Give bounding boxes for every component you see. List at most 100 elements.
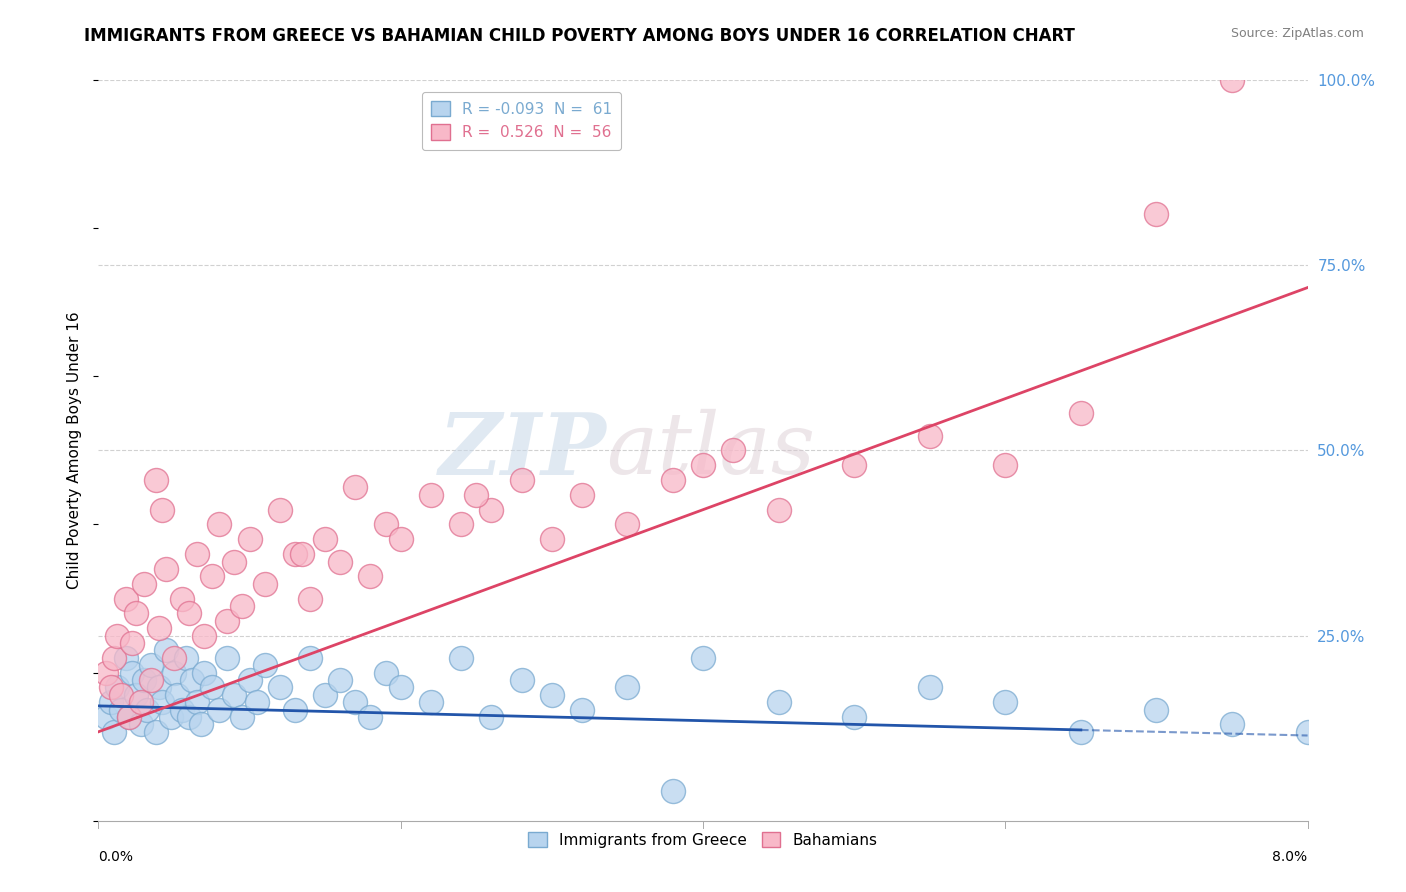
Point: [208, 703, 231, 717]
Point: [121, 636, 143, 650]
Point: [1220, 73, 1243, 87]
Point: [360, 569, 382, 583]
Text: Source: ZipAtlas.com: Source: ZipAtlas.com: [1230, 27, 1364, 40]
Point: [135, 703, 157, 717]
Point: [329, 673, 352, 687]
Point: [723, 443, 745, 458]
Point: [360, 710, 382, 724]
Point: [179, 710, 201, 724]
Point: [844, 458, 866, 473]
Text: ZIP: ZIP: [439, 409, 606, 492]
Point: [571, 703, 593, 717]
Point: [374, 665, 396, 680]
Text: atlas: atlas: [606, 409, 815, 491]
Point: [148, 621, 170, 635]
Point: [661, 473, 683, 487]
Point: [193, 628, 215, 642]
Point: [94, 710, 117, 724]
Point: [510, 473, 533, 487]
Point: [163, 650, 186, 665]
Point: [299, 650, 322, 665]
Point: [160, 710, 183, 724]
Point: [231, 710, 253, 724]
Point: [768, 695, 790, 709]
Point: [481, 710, 503, 724]
Point: [186, 695, 208, 709]
Point: [1070, 724, 1092, 739]
Point: [510, 673, 533, 687]
Point: [844, 710, 866, 724]
Point: [540, 688, 562, 702]
Point: [1146, 206, 1168, 220]
Point: [450, 650, 472, 665]
Point: [450, 517, 472, 532]
Point: [121, 665, 143, 680]
Point: [994, 458, 1017, 473]
Point: [246, 695, 269, 709]
Point: [145, 473, 167, 487]
Point: [110, 703, 132, 717]
Point: [145, 724, 167, 739]
Point: [291, 547, 314, 561]
Point: [231, 599, 253, 613]
Point: [571, 488, 593, 502]
Point: [692, 458, 714, 473]
Point: [918, 428, 941, 442]
Point: [181, 673, 204, 687]
Point: [239, 533, 262, 547]
Point: [540, 533, 562, 547]
Point: [314, 533, 336, 547]
Point: [103, 650, 125, 665]
Point: [150, 695, 173, 709]
Point: [132, 673, 155, 687]
Point: [125, 607, 148, 621]
Point: [329, 555, 352, 569]
Point: [94, 665, 117, 680]
Point: [118, 710, 141, 724]
Point: [215, 614, 238, 628]
Point: [155, 562, 177, 576]
Point: [132, 576, 155, 591]
Point: [100, 695, 122, 709]
Point: [253, 576, 276, 591]
Text: IMMIGRANTS FROM GREECE VS BAHAMIAN CHILD POVERTY AMONG BOYS UNDER 16 CORRELATION: IMMIGRANTS FROM GREECE VS BAHAMIAN CHILD…: [84, 27, 1076, 45]
Point: [193, 665, 215, 680]
Point: [166, 688, 188, 702]
Point: [284, 547, 307, 561]
Point: [174, 650, 197, 665]
Point: [141, 658, 163, 673]
Point: [125, 688, 148, 702]
Point: [420, 488, 443, 502]
Point: [201, 681, 224, 695]
Point: [179, 607, 201, 621]
Point: [1146, 703, 1168, 717]
Point: [1220, 717, 1243, 731]
Point: [105, 628, 128, 642]
Point: [1296, 724, 1319, 739]
Point: [215, 650, 238, 665]
Point: [110, 688, 132, 702]
Point: [420, 695, 443, 709]
Point: [100, 681, 122, 695]
Point: [344, 695, 367, 709]
Point: [103, 724, 125, 739]
Point: [616, 517, 638, 532]
Point: [692, 650, 714, 665]
Point: [190, 717, 212, 731]
Text: 8.0%: 8.0%: [1272, 850, 1308, 864]
Point: [269, 681, 291, 695]
Point: [239, 673, 262, 687]
Point: [201, 569, 224, 583]
Point: [105, 681, 128, 695]
Point: [344, 481, 367, 495]
Point: [389, 533, 412, 547]
Point: [1070, 407, 1092, 421]
Point: [269, 502, 291, 516]
Point: [918, 681, 941, 695]
Point: [389, 681, 412, 695]
Point: [661, 784, 683, 798]
Point: [374, 517, 396, 532]
Point: [170, 591, 193, 606]
Legend: Immigrants from Greece, Bahamians: Immigrants from Greece, Bahamians: [522, 825, 884, 854]
Point: [284, 703, 307, 717]
